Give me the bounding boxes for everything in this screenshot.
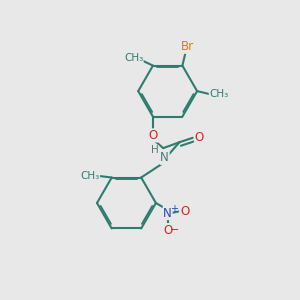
Text: O: O — [180, 205, 189, 218]
Text: Br: Br — [181, 40, 194, 53]
Text: O: O — [194, 131, 204, 144]
Text: H: H — [151, 146, 159, 155]
Text: CH₃: CH₃ — [124, 53, 143, 63]
Text: O: O — [163, 224, 172, 237]
Text: N: N — [160, 151, 169, 164]
Text: −: − — [170, 225, 180, 235]
Text: +: + — [170, 205, 178, 214]
Text: O: O — [148, 129, 158, 142]
Text: N: N — [163, 206, 172, 220]
Text: CH₃: CH₃ — [80, 171, 100, 181]
Text: CH₃: CH₃ — [209, 89, 229, 99]
